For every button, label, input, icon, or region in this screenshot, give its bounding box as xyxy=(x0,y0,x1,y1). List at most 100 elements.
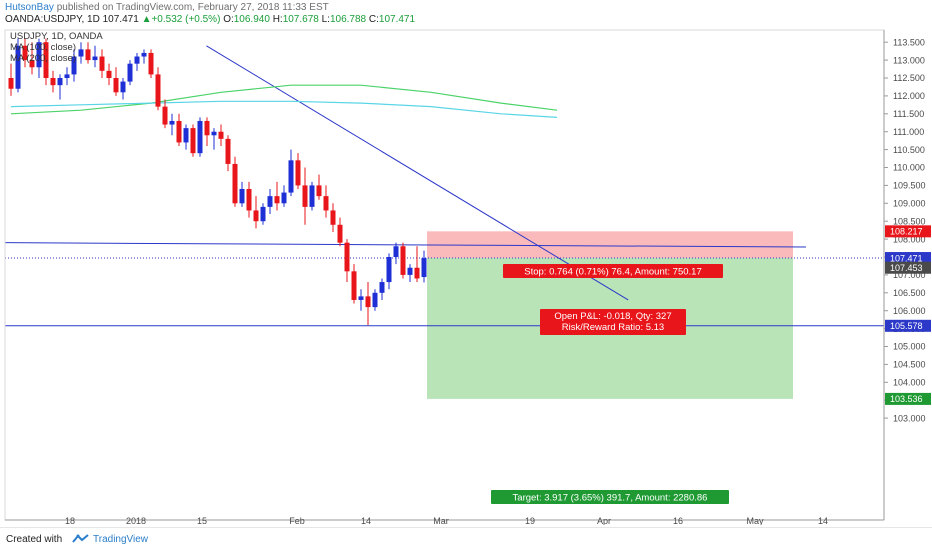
stop-label-text: Stop: 0.764 (0.71%) 76.4, Amount: 750.17 xyxy=(524,267,701,278)
candle-body xyxy=(253,210,259,222)
change-value: +0.532 (+0.5%) xyxy=(151,14,221,25)
candle xyxy=(316,174,322,200)
candle-body xyxy=(218,131,224,139)
low-value: 106.788 xyxy=(329,14,367,25)
candle xyxy=(50,70,56,93)
y-tick-label: 111.000 xyxy=(893,127,924,137)
position-labels: Stop: 0.764 (0.71%) 76.4, Amount: 750.17… xyxy=(491,264,729,504)
y-tick-label: 108.000 xyxy=(893,234,926,244)
candle-body xyxy=(64,74,70,78)
y-tick-label: 104.000 xyxy=(893,378,926,388)
candle xyxy=(148,49,154,78)
author-link[interactable]: HutsonBay xyxy=(5,2,54,13)
close-label: C: xyxy=(368,14,379,25)
candle-body xyxy=(365,296,371,308)
x-tick-label: 18 xyxy=(65,516,75,525)
candle xyxy=(197,117,203,157)
candle xyxy=(372,289,378,311)
candle-body xyxy=(379,282,385,293)
candle-body xyxy=(99,56,105,71)
tradingview-logo-icon xyxy=(72,534,89,543)
ma200-line xyxy=(10,100,558,118)
legend-title: USDJPY, 1D, OANDA xyxy=(10,31,103,42)
candle-body xyxy=(295,160,301,186)
stop-price-tag-bg xyxy=(885,225,931,238)
candle-body xyxy=(288,160,294,193)
candle xyxy=(260,203,266,225)
candle-body xyxy=(78,49,84,57)
candle-body xyxy=(316,185,322,197)
candle xyxy=(64,67,70,86)
chart-legend: USDJPY, 1D, OANDA MA (100, close) MA (20… xyxy=(10,31,103,64)
candle-body xyxy=(421,258,427,278)
chart-header: HutsonBay published on TradingView.com, … xyxy=(0,0,932,28)
pnl-label-bg xyxy=(540,309,686,335)
candle-body xyxy=(358,296,364,300)
candle xyxy=(358,289,364,311)
stop-price-tag: 108.217 xyxy=(890,227,923,237)
candle-body xyxy=(232,163,238,204)
candle-body xyxy=(15,45,21,89)
candle xyxy=(225,135,231,172)
candle-body xyxy=(71,56,77,75)
target-label-text: Target: 3.917 (3.65%) 391.7, Amount: 228… xyxy=(513,493,708,504)
stop-label-bg xyxy=(503,264,723,278)
candle xyxy=(323,185,329,218)
y-tick-label: 106.000 xyxy=(893,306,926,316)
support-price-tag: 105.578 xyxy=(890,321,923,331)
target-price-tag: 103.536 xyxy=(890,394,923,404)
candle-body xyxy=(414,267,420,279)
candle-body xyxy=(267,196,273,207)
candle xyxy=(281,185,287,207)
price-axis[interactable]: 113.500 113.000 112.500 112.000 111.500 111.0… xyxy=(4,29,931,521)
candle xyxy=(393,242,399,265)
candle xyxy=(190,124,196,157)
high-value: 107.678 xyxy=(282,14,319,25)
candle-body xyxy=(386,257,392,283)
candle xyxy=(232,156,238,207)
candle xyxy=(421,250,427,283)
candle xyxy=(400,242,406,279)
candle-body xyxy=(323,196,329,211)
bid-price-tag: 107.453 xyxy=(890,263,923,273)
candle-body xyxy=(36,42,42,68)
drawn-lines xyxy=(4,45,884,327)
x-tick-label: 14 xyxy=(818,516,828,525)
target-label: Target: 3.917 (3.65%) 391.7, Amount: 228… xyxy=(491,490,729,504)
candle-body xyxy=(211,131,217,136)
candle xyxy=(204,117,210,147)
y-tick-label: 112.000 xyxy=(893,91,925,101)
candle xyxy=(120,78,126,100)
candle-body xyxy=(260,206,266,222)
candle-body xyxy=(120,81,126,93)
candle-body xyxy=(134,56,140,64)
candle xyxy=(22,38,28,68)
candle-body xyxy=(57,78,63,86)
candle xyxy=(330,203,336,232)
x-tick-label: 15 xyxy=(197,516,207,525)
candle xyxy=(239,181,245,207)
time-axis[interactable]: 18 2018 15 Feb 14 Mar 19 Apr 16 May 14 xyxy=(5,516,884,525)
stop-zone xyxy=(427,231,793,259)
candle-body xyxy=(8,78,14,89)
candle-body xyxy=(239,188,245,204)
tradingview-brand-link[interactable]: TradingView xyxy=(93,534,149,545)
price-chart[interactable]: Stop: 0.764 (0.71%) 76.4, Amount: 750.17… xyxy=(0,28,932,525)
candle xyxy=(99,49,105,78)
candle-body xyxy=(92,56,98,61)
candle xyxy=(365,282,371,326)
candle xyxy=(36,38,42,78)
ohlc-line: OANDA:USDJPY, 1D 107.471 ▲+0.532 (+0.5%)… xyxy=(5,14,415,25)
candle-body xyxy=(274,196,280,204)
candle xyxy=(127,60,133,86)
x-tick-label: Apr xyxy=(597,516,611,525)
candle xyxy=(302,167,308,225)
candle-body xyxy=(393,246,399,257)
candle xyxy=(414,246,420,283)
candle xyxy=(379,278,385,300)
candle xyxy=(218,124,224,147)
candle xyxy=(78,42,84,64)
candle-body xyxy=(113,78,119,93)
symbol-line: OANDA:USDJPY, 1D 107.471 xyxy=(5,14,139,25)
candle xyxy=(211,128,217,150)
